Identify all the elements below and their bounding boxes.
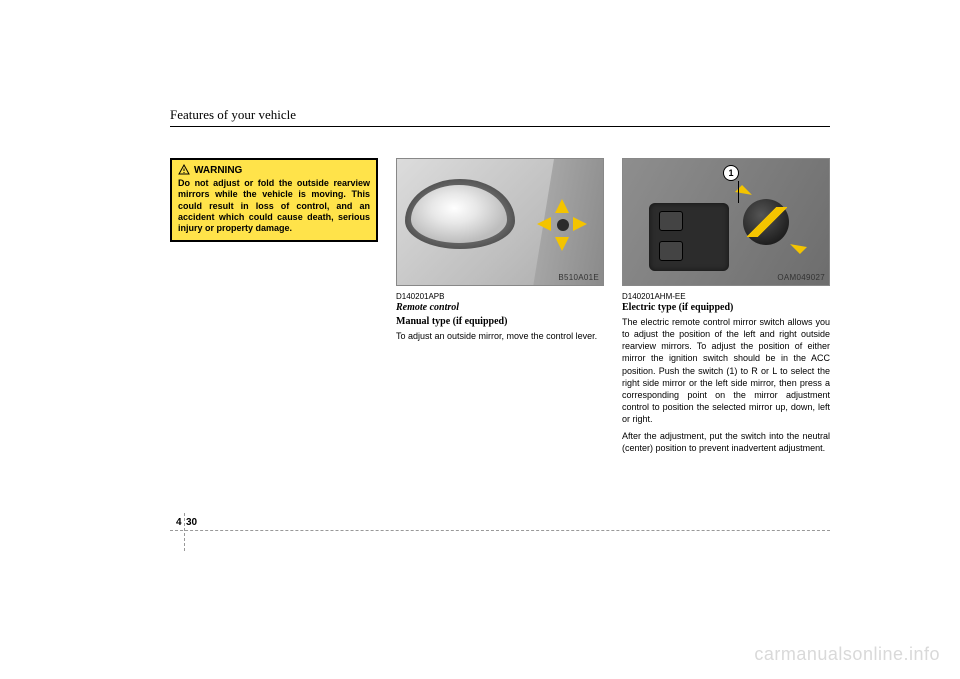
lever-knob xyxy=(557,219,569,231)
switch-cluster xyxy=(649,203,729,271)
subtitle-remote-control: Remote control xyxy=(396,302,604,313)
column-3: 1 OAM049027 D140201AHM-EE Electric type … xyxy=(622,158,830,539)
warning-title-row: WARNING xyxy=(178,164,370,176)
arrow-up-icon xyxy=(555,199,569,213)
column-2: B510A01E D140201APB Remote control Manua… xyxy=(396,158,604,539)
subtitle-electric-type: Electric type (if equipped) xyxy=(622,302,830,313)
figure-mirror-manual: B510A01E xyxy=(396,158,604,286)
warning-title-text: WARNING xyxy=(194,165,242,176)
switch-button-b xyxy=(659,241,683,261)
arrow-down-icon xyxy=(555,237,569,251)
footer-vline xyxy=(184,513,185,551)
doc-code: D140201APB xyxy=(396,292,604,301)
page: Features of your vehicle WARNING Do not … xyxy=(0,0,960,679)
para-electric-2: After the adjustment, put the switch int… xyxy=(622,430,830,454)
arrow-left-icon xyxy=(537,217,551,231)
callout-line xyxy=(738,181,739,203)
callout-1: 1 xyxy=(723,165,739,181)
figure-mirror-electric: 1 OAM049027 xyxy=(622,158,830,286)
switch-button-a xyxy=(659,211,683,231)
para-electric-1: The electric remote control mirror switc… xyxy=(622,316,830,425)
warning-box: WARNING Do not adjust or fold the outsid… xyxy=(170,158,378,242)
arrow-right-icon xyxy=(573,217,587,231)
section-title: Features of your vehicle xyxy=(170,107,296,122)
diagonal-arrow-bar xyxy=(747,207,787,237)
page-footer: 4 30 xyxy=(170,530,830,570)
subtitle-manual-type: Manual type (if equipped) xyxy=(396,316,604,327)
page-number: 30 xyxy=(186,517,197,528)
warning-triangle-icon xyxy=(178,164,190,176)
column-1: WARNING Do not adjust or fold the outsid… xyxy=(170,158,378,539)
figure-label: B510A01E xyxy=(558,273,599,282)
figure-label: OAM049027 xyxy=(777,273,825,282)
doc-code: D140201AHM-EE xyxy=(622,292,830,301)
content-columns: WARNING Do not adjust or fold the outsid… xyxy=(170,158,830,539)
para-manual: To adjust an outside mirror, move the co… xyxy=(396,330,604,342)
watermark: carmanualsonline.info xyxy=(754,644,940,665)
warning-body: Do not adjust or fold the outside rearvi… xyxy=(178,178,370,234)
chapter-number: 4 xyxy=(176,517,182,528)
section-header: Features of your vehicle xyxy=(170,106,830,127)
